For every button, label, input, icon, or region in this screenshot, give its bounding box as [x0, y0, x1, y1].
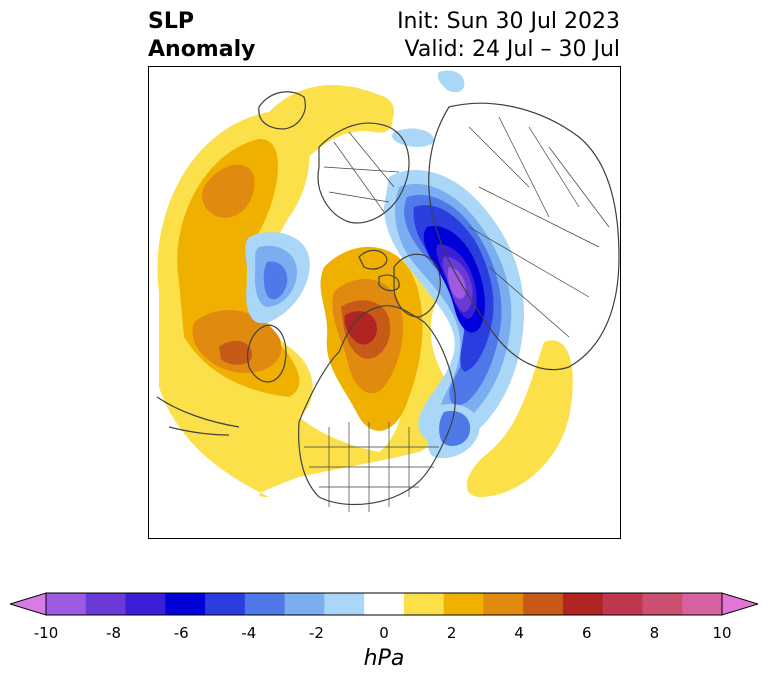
- colorbar-bin: [364, 593, 405, 615]
- north-america-outline: [298, 305, 456, 506]
- valid-range: Valid: 24 Jul – 30 Jul: [404, 37, 620, 62]
- colorbar: [10, 592, 758, 616]
- europe-high: [343, 94, 394, 129]
- kamchatka-outline: [247, 324, 287, 383]
- arctic-islands: [358, 249, 400, 292]
- colorbar-bin: [642, 593, 683, 615]
- pacific-high-max: [219, 340, 253, 365]
- eurasia-low-max: [447, 267, 466, 299]
- positive-anomaly-regions: [157, 85, 573, 497]
- colorbar-bin: [483, 593, 524, 615]
- colorbar-bin: [46, 593, 87, 615]
- colorbar-tick-label: -6: [173, 624, 189, 642]
- pacific-high-core: [202, 164, 255, 218]
- colorbar-bin: [602, 593, 643, 615]
- title-variable: SLP: [148, 9, 194, 34]
- colorbar-bin: [284, 593, 325, 615]
- europe-low: [392, 128, 434, 147]
- colorbar-tick-label: 6: [582, 624, 592, 642]
- negative-anomaly-regions: [245, 70, 524, 459]
- polar-map: [148, 66, 621, 539]
- map-title: SLP Anomaly: [148, 8, 255, 64]
- colorbar-bin: [244, 593, 286, 615]
- colorbar-tick-label: -10: [33, 624, 59, 642]
- land-outlines: [156, 91, 620, 512]
- colorbar-bin: [403, 593, 445, 615]
- map-dates: Init: Sun 30 Jul 2023 Valid: 24 Jul – 30…: [397, 8, 620, 64]
- islands-arc: [156, 396, 240, 436]
- eurasia-outline: [428, 102, 620, 371]
- europe-borders: [323, 131, 400, 213]
- colorbar-bin: [324, 593, 365, 615]
- greenland-outline: [393, 253, 441, 318]
- colorbar-tick-label: 8: [649, 624, 660, 642]
- init-date: Init: Sun 30 Jul 2023: [397, 9, 620, 34]
- colorbar-tick-label: -8: [106, 624, 122, 642]
- colorbar-bin: [205, 593, 246, 615]
- atlantic-high: [466, 340, 573, 497]
- colorbar-tick-label: 10: [712, 624, 732, 642]
- africa-outline: [258, 91, 306, 130]
- colorbar-tick-label: -4: [241, 624, 257, 642]
- colorbar-bin: [443, 593, 484, 615]
- atlantic-low-2: [439, 410, 471, 447]
- colorbar-bin: [85, 593, 127, 615]
- colorbar-tick-label: 2: [446, 624, 457, 642]
- pacific-low-3: [263, 261, 288, 300]
- colorbar-tick-label: 0: [379, 624, 389, 642]
- colorbar-tick-label: -2: [308, 624, 324, 642]
- colorbar-bin: [125, 593, 166, 615]
- colorbar-extend-min: [10, 592, 47, 616]
- colorbar-tick-label: 4: [514, 624, 524, 642]
- europe-outline: [317, 122, 410, 224]
- colorbar-extend-max: [721, 592, 758, 616]
- colorbar-bin: [562, 593, 604, 615]
- canada-high-core: [344, 311, 377, 345]
- title-variable-sub: Anomaly: [148, 37, 256, 62]
- eurasia-borders: [468, 116, 610, 338]
- colorbar-bin: [523, 593, 564, 615]
- colorbar-unit: hPa: [363, 646, 405, 671]
- us-states-grid: [304, 422, 439, 512]
- colorbar-bin: [682, 593, 723, 615]
- colorbar-bin: [165, 593, 206, 615]
- colorbar-frame: [45, 592, 723, 616]
- arctic-low-top: [437, 70, 465, 93]
